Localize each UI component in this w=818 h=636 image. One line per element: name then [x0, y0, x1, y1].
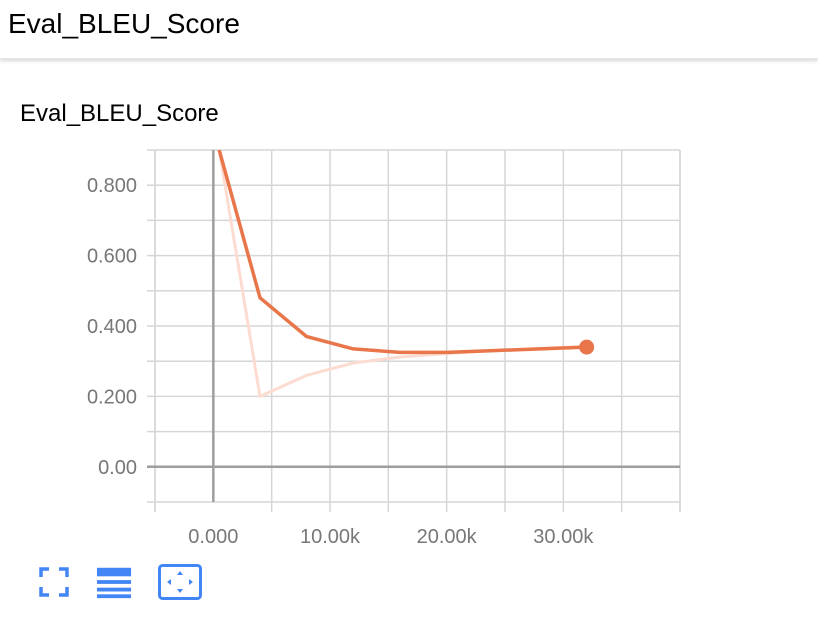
smoothed-series-line — [217, 150, 589, 355]
y-tick-label: 0.800 — [87, 175, 137, 197]
x-tick-label: 30.00k — [533, 526, 594, 548]
y-tick-label: 0.00 — [98, 457, 137, 479]
fit-domain-button[interactable] — [158, 564, 202, 600]
fullscreen-button[interactable] — [36, 564, 72, 600]
chart-axes — [147, 150, 680, 502]
x-tick-label: 0.000 — [188, 526, 238, 548]
raw-series-line — [217, 150, 589, 398]
chart-grid — [147, 149, 681, 512]
chart-card-title: Eval_BLEU_Score — [20, 100, 219, 127]
page-header: Eval_BLEU_Score — [0, 0, 818, 59]
x-tick-label: 20.00k — [417, 526, 478, 548]
last-point-marker — [579, 339, 595, 355]
fullscreen-icon — [39, 567, 69, 597]
x-tick-label: 10.00k — [300, 526, 361, 548]
toggle-log-scale-icon — [96, 567, 132, 599]
chart-tick-labels: 0.00 0.200 0.400 0.600 0.800 0.000 10.00k 20.00… — [87, 175, 594, 548]
y-tick-label: 0.200 — [87, 386, 137, 408]
y-tick-label: 0.600 — [87, 246, 137, 268]
y-tick-label: 0.400 — [87, 316, 137, 338]
page-title: Eval_BLEU_Score — [8, 8, 240, 39]
fit-domain-icon — [158, 564, 202, 600]
toggle-log-scale-button[interactable] — [96, 564, 132, 600]
chart-series — [217, 150, 595, 398]
